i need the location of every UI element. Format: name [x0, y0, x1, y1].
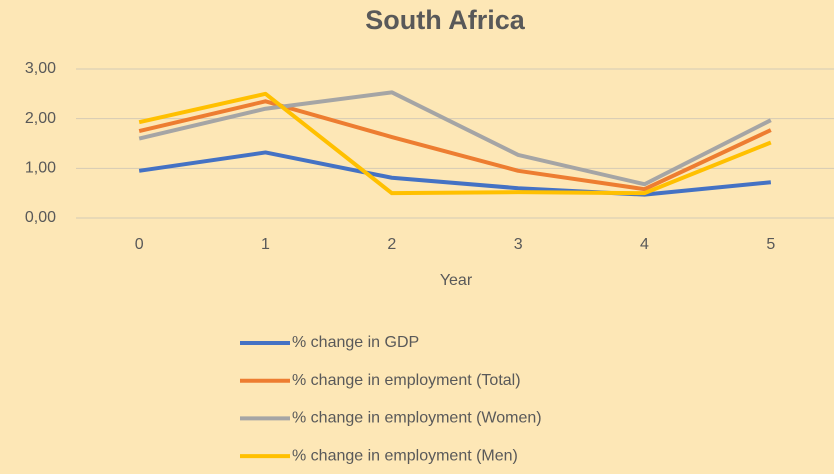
series-line — [138, 99, 772, 192]
series-line — [138, 150, 772, 197]
series-line — [138, 90, 772, 187]
x-tick-label: 2 — [387, 236, 396, 253]
y-tick-label: 0,00 — [25, 209, 56, 226]
y-tick-label: 2,00 — [25, 110, 56, 127]
y-tick-label: 1,00 — [25, 160, 56, 177]
x-axis-label: Year — [440, 272, 473, 289]
legend-label: % change in employment (Men) — [292, 447, 518, 464]
x-tick-label: 1 — [261, 236, 270, 253]
y-tick-label: 3,00 — [25, 60, 56, 77]
x-tick-label: 4 — [640, 236, 649, 253]
series-line — [138, 91, 772, 196]
chart-title: South Africa — [365, 5, 525, 35]
legend-label: % change in GDP — [292, 334, 419, 351]
x-tick-label: 5 — [766, 236, 775, 253]
x-tick-label: 0 — [135, 236, 144, 253]
x-tick-label: 3 — [514, 236, 523, 253]
legend-label: % change in employment (Women) — [292, 410, 542, 427]
legend-label: % change in employment (Total) — [292, 372, 521, 389]
